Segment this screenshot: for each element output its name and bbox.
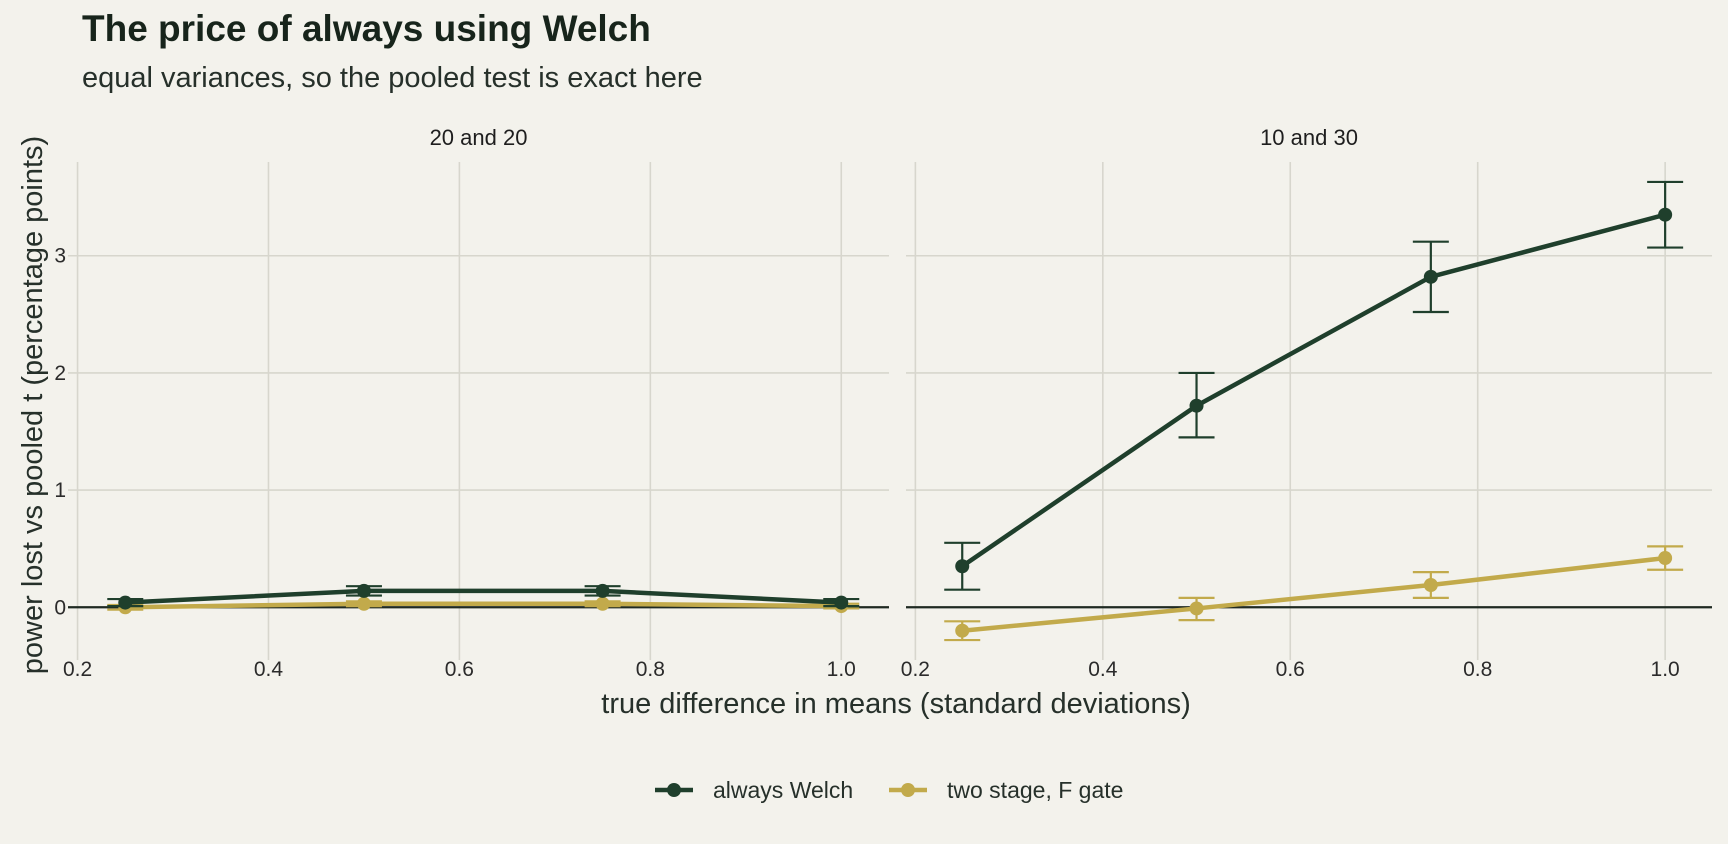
y-tick-label: 1 — [54, 479, 66, 502]
x-tick-label: 0.2 — [63, 658, 92, 681]
y-tick-label: 3 — [54, 245, 66, 268]
legend: always Welch two stage, F gate — [655, 777, 1123, 803]
series-line — [962, 555, 1666, 633]
data-point — [955, 623, 970, 638]
y-axis-title: power lost vs pooled t (percentage point… — [17, 136, 49, 674]
data-point — [1658, 551, 1673, 566]
data-point — [595, 596, 610, 611]
data-point — [834, 595, 849, 610]
data-point — [1189, 601, 1204, 616]
x-tick-label: 0.8 — [636, 658, 665, 681]
series-always-welch — [944, 180, 1684, 591]
facet-panel-1: 20 and 20 0.2 0.4 0.6 0.8 1.0 0 1 2 3 — [54, 125, 889, 681]
data-point — [1189, 398, 1204, 413]
data-point — [118, 595, 133, 610]
data-point — [356, 583, 371, 598]
y-tick-label: 2 — [54, 362, 66, 385]
y-tick-label: 0 — [54, 596, 66, 619]
data-point — [356, 596, 371, 611]
series-always-welch — [107, 583, 860, 610]
data-point — [1658, 207, 1673, 222]
series-two-stage-f-gate — [107, 596, 860, 615]
x-axis-title: true difference in means (standard devia… — [601, 688, 1190, 720]
x-tick-label: 0.6 — [445, 658, 474, 681]
facet-panel-2: 10 and 30 0.2 0.4 0.6 0.8 1.0 — [901, 125, 1712, 681]
data-point — [955, 559, 970, 574]
x-tick-label: 1.0 — [827, 658, 856, 681]
chart-title: The price of always using Welch — [82, 8, 651, 49]
series-line — [960, 212, 1666, 569]
chart-subtitle: equal variances, so the pooled test is e… — [82, 62, 703, 94]
legend-label: always Welch — [713, 777, 853, 803]
legend-swatch-point — [901, 783, 915, 797]
data-point — [595, 583, 610, 598]
x-tick-label: 0.4 — [1088, 658, 1118, 681]
legend-label: two stage, F gate — [947, 777, 1123, 803]
data-point — [1423, 269, 1438, 284]
data-point — [1423, 578, 1438, 593]
x-tick-label: 1.0 — [1651, 658, 1680, 681]
x-tick-label: 0.2 — [901, 658, 930, 681]
x-tick-label: 0.8 — [1463, 658, 1492, 681]
series-two-stage-f-gate — [944, 545, 1684, 642]
legend-item: two stage, F gate — [889, 777, 1123, 803]
legend-item: always Welch — [655, 777, 853, 803]
legend-swatch-point — [667, 783, 681, 797]
series-line — [125, 601, 842, 610]
x-tick-label: 0.4 — [254, 658, 284, 681]
series-line — [125, 588, 842, 605]
facet-title: 10 and 30 — [1260, 125, 1358, 150]
facet-title: 20 and 20 — [430, 125, 528, 150]
x-tick-label: 0.6 — [1276, 658, 1305, 681]
